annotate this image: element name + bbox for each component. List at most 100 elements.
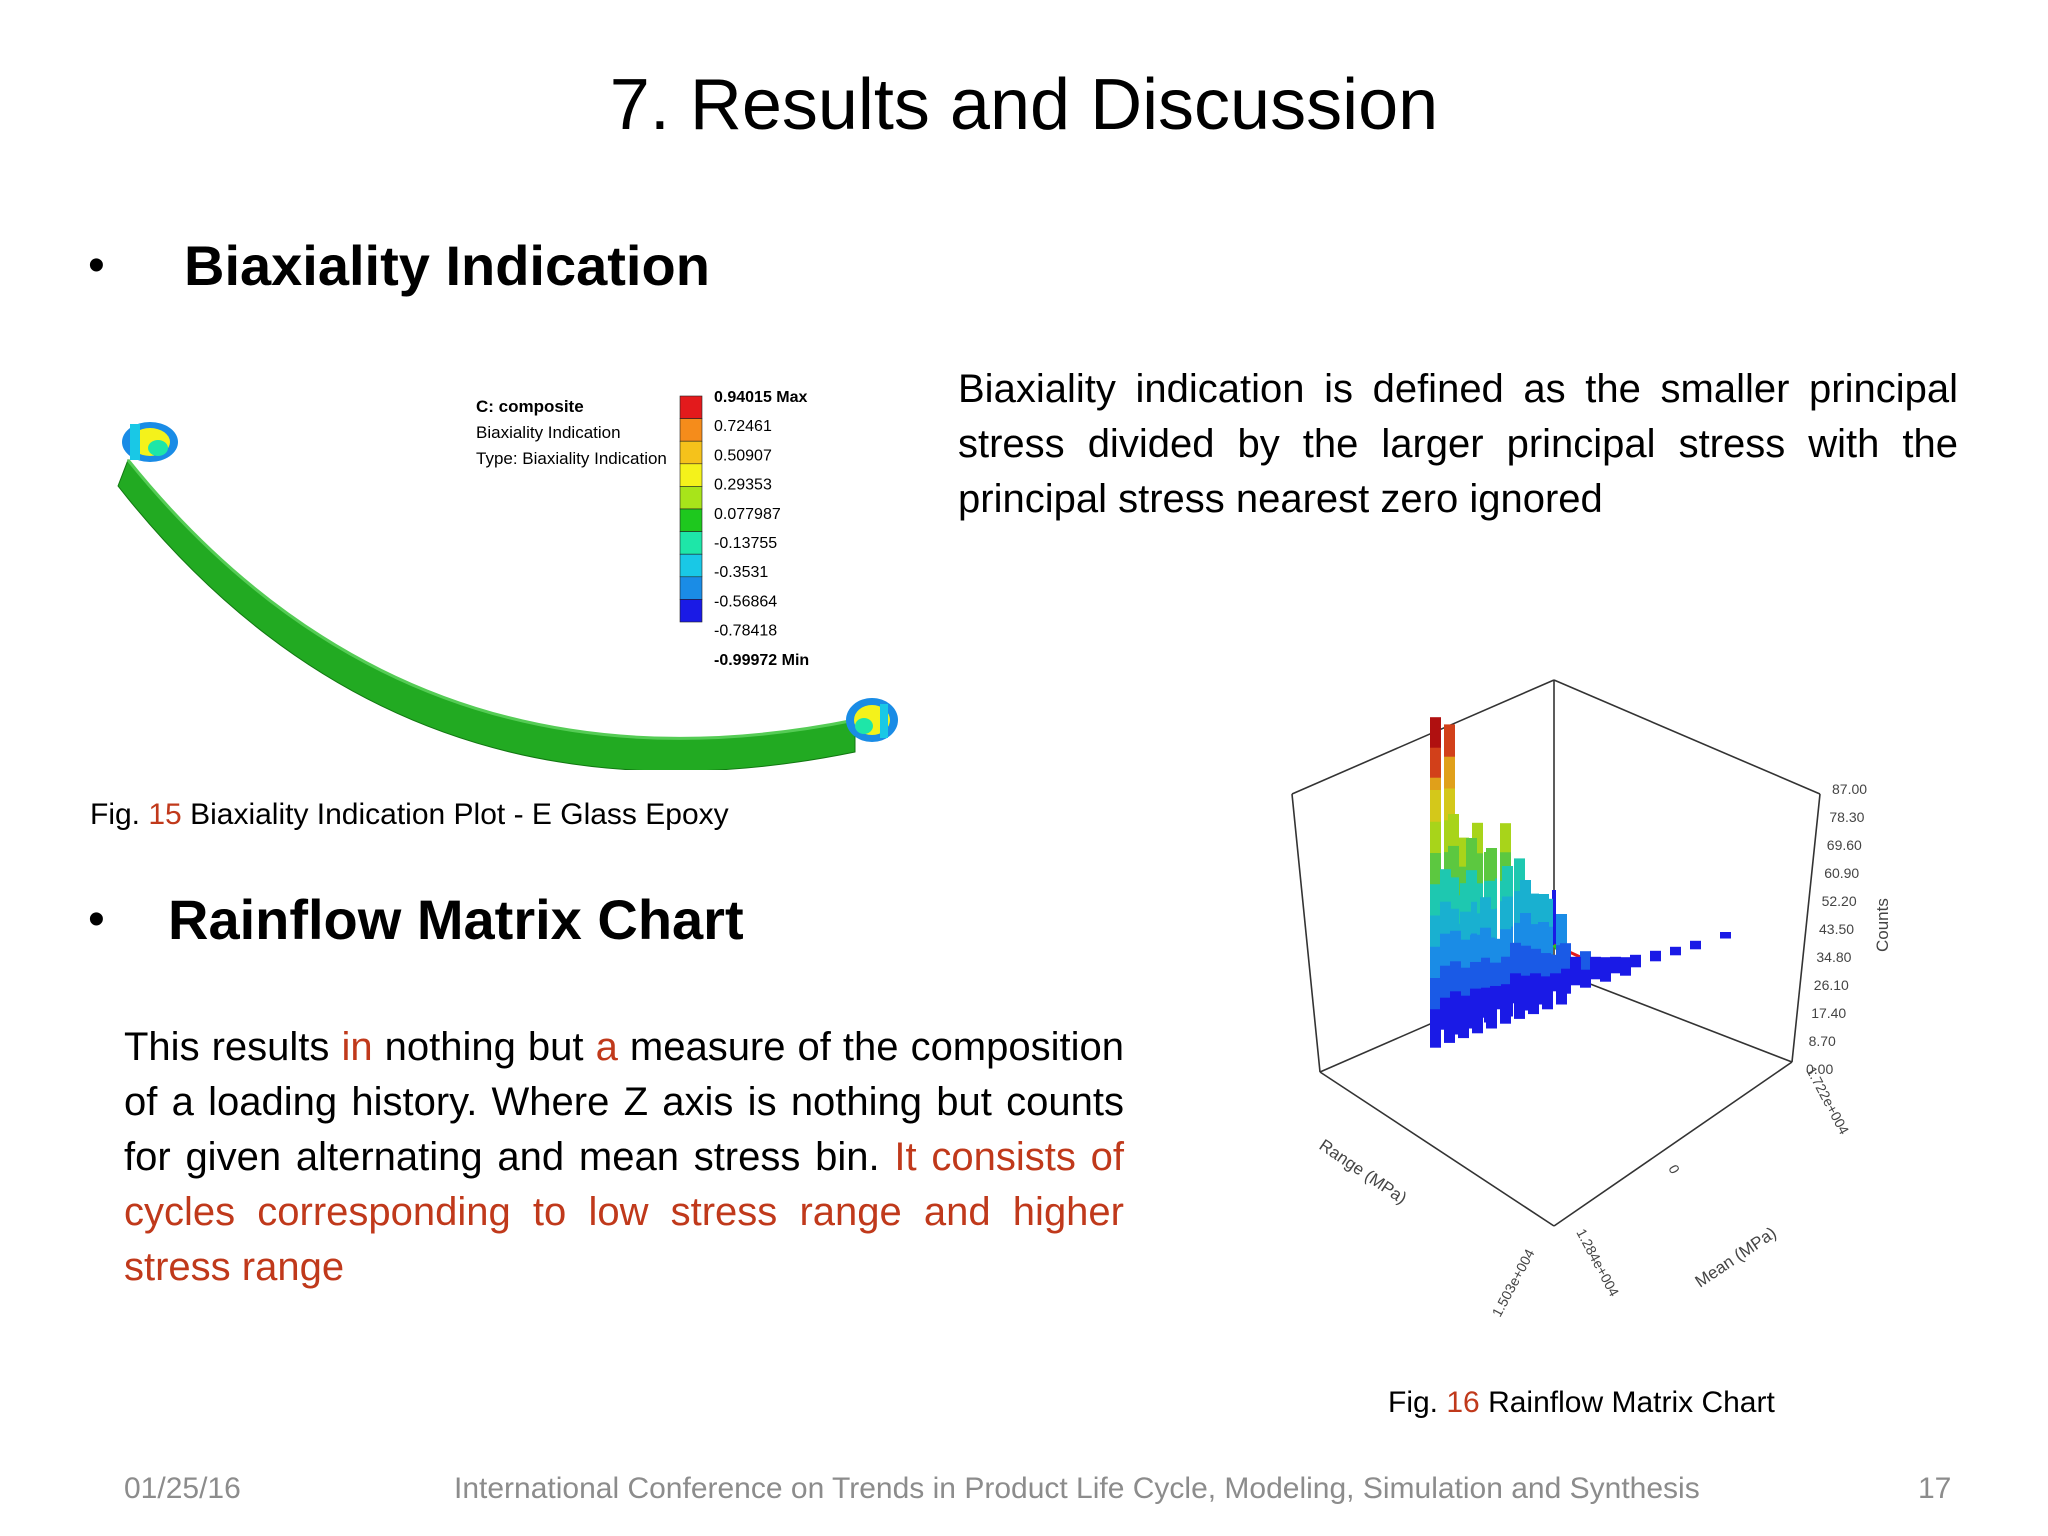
- histogram-bar-segment: [1440, 997, 1451, 1030]
- para-text: This results: [124, 1025, 330, 1069]
- z-tick-label: 87.00: [1832, 781, 1867, 797]
- para-text: measure of the composition of a loading …: [124, 1025, 1125, 1179]
- histogram-bar-segment: [1620, 957, 1631, 976]
- section-heading-biaxiality: Biaxiality Indication: [184, 234, 710, 297]
- histogram-bar-segment: [1650, 950, 1661, 962]
- z-tick-label: 60.90: [1824, 865, 1859, 881]
- z-tick-label: 69.60: [1827, 837, 1862, 853]
- histogram-bar-segment: [1502, 866, 1513, 897]
- histogram-bar-segment: [1490, 962, 1501, 986]
- histogram-bar-segment: [1580, 969, 1591, 988]
- histogram-bar-segment: [1520, 945, 1531, 976]
- z-tick-label: 17.40: [1811, 1005, 1846, 1021]
- histogram-bar-segment: [1472, 1002, 1483, 1034]
- histogram-bar-segment: [1448, 814, 1459, 846]
- legend-color-swatch: [679, 463, 703, 487]
- legend-type: Type: Biaxiality Indication: [476, 449, 667, 468]
- histogram-bar-segment: [1430, 915, 1441, 947]
- z-axis-label: Counts: [1873, 898, 1892, 952]
- histogram-bar-segment: [1520, 975, 1531, 1006]
- histogram-bar-segment: [1560, 968, 1571, 994]
- histogram-bar-segment: [1460, 911, 1471, 940]
- legend-color-swatch: [679, 440, 703, 465]
- rainflow-description: This results in nothing but a measure of…: [124, 1020, 1124, 1295]
- z-tick-label: 0.00: [1806, 1061, 1833, 1077]
- histogram-bar-segment: [1528, 893, 1539, 925]
- histogram-bar-segment: [1430, 717, 1441, 748]
- histogram-bar-segment: [1450, 990, 1461, 1022]
- histogram-bar-segment: [1600, 957, 1611, 982]
- histogram-bar-segment: [1448, 845, 1459, 878]
- histogram-bar-segment: [1500, 823, 1511, 853]
- legend-color-swatch: [679, 576, 703, 600]
- legend-color-swatch: [679, 531, 703, 555]
- caption-text: Biaxiality Indication Plot - E Glass Epo…: [190, 798, 729, 831]
- legend-value-label: 0.077987: [714, 506, 781, 523]
- zero-tick: 0: [1665, 1162, 1683, 1177]
- legend-value-label: -0.3531: [714, 564, 768, 581]
- histogram-bar-segment: [1440, 933, 1451, 966]
- histogram-bar-segment: [1470, 988, 1481, 1016]
- histogram-bar-segment: [1470, 934, 1481, 962]
- figure-15-caption: Fig. 15 Biaxiality Indication Plot - E G…: [90, 796, 729, 834]
- footer-date: 01/25/16: [124, 1472, 241, 1505]
- histogram-bar-segment: [1466, 838, 1477, 871]
- histogram-bar-segment: [1690, 940, 1701, 950]
- z-tick-label: 52.20: [1822, 893, 1857, 909]
- z-axis-ticks: 87.00 78.30 69.60 60.90 52.20 43.50 34.80 26.10…: [1806, 781, 1867, 1077]
- leaf-spring-edge: [126, 459, 856, 740]
- bullet-marker: •: [88, 239, 105, 292]
- legend-value-label: 0.50907: [714, 447, 772, 464]
- legend-value-label: 0.94015 Max: [714, 390, 808, 406]
- legend-value-label: -0.13755: [714, 535, 777, 552]
- legend-quantity: Biaxiality Indication: [476, 423, 621, 442]
- footer-page-number: 17: [1918, 1472, 1952, 1505]
- histogram-bar-segment: [1430, 946, 1441, 978]
- histogram-bar-segment: [1444, 756, 1455, 789]
- caption-number: 15: [148, 798, 182, 831]
- legend-value-label: 0.72461: [714, 418, 772, 435]
- z-tick-label: 34.80: [1816, 949, 1851, 965]
- histogram-bar-segment: [1480, 927, 1491, 958]
- histogram-bar-segment: [1448, 908, 1459, 941]
- legend-color-scale: 0.94015 Max 0.72461 0.50907 0.29353 0.077987…: [679, 390, 809, 669]
- histogram-bar-segment: [1530, 972, 1541, 998]
- caption-prefix: Fig.: [90, 798, 141, 831]
- legend-color-swatch: [679, 418, 703, 442]
- histogram-bar-segment: [1538, 894, 1549, 922]
- histogram-bar-segment: [1580, 951, 1591, 970]
- histogram-bar-segment: [1472, 852, 1483, 884]
- histogram-bar-segment: [1448, 876, 1459, 909]
- histogram-bar-segment: [1450, 930, 1461, 962]
- range-tick: 1.503e+004: [1489, 1246, 1538, 1319]
- histogram-bar-segment: [1472, 912, 1483, 944]
- histogram-bar-segment: [1430, 852, 1441, 885]
- histogram-bar-segment: [1444, 724, 1455, 757]
- caption-text: Rainflow Matrix Chart: [1488, 1386, 1775, 1419]
- bullet-marker: •: [88, 893, 105, 946]
- histogram-bar-segment: [1510, 942, 1521, 974]
- z-tick-label: 8.70: [1809, 1033, 1836, 1049]
- legend-value-label: -0.99972 Min: [714, 652, 809, 669]
- z-tick-label: 26.10: [1814, 977, 1849, 993]
- right-eye-end: [846, 698, 898, 742]
- histogram-bar-segment: [1500, 928, 1511, 957]
- histogram-bar-segment: [1466, 869, 1477, 902]
- legend-color-swatch: [679, 599, 703, 623]
- histogram-bar-segment: [1610, 956, 1621, 974]
- histogram-bar-segment: [1460, 883, 1471, 912]
- legend-color-swatch: [679, 486, 703, 510]
- histogram-bar-segment: [1450, 960, 1461, 992]
- legend-color-swatch: [679, 395, 703, 419]
- histogram-bar-segment: [1500, 983, 1511, 1012]
- histogram-bar-segment: [1556, 918, 1567, 946]
- histogram-bar-segment: [1480, 897, 1491, 928]
- para-highlight: in: [341, 1025, 373, 1069]
- histogram-bar-segment: [1458, 866, 1469, 896]
- histogram-bar-segment: [1444, 788, 1455, 821]
- histogram-bar-segment: [1570, 956, 1581, 986]
- histogram-bar-segment: [1460, 967, 1471, 996]
- histogram-bar-segment: [1430, 1008, 1441, 1041]
- histogram-bar-segment: [1514, 890, 1525, 923]
- histogram-bar-segment: [1500, 956, 1511, 985]
